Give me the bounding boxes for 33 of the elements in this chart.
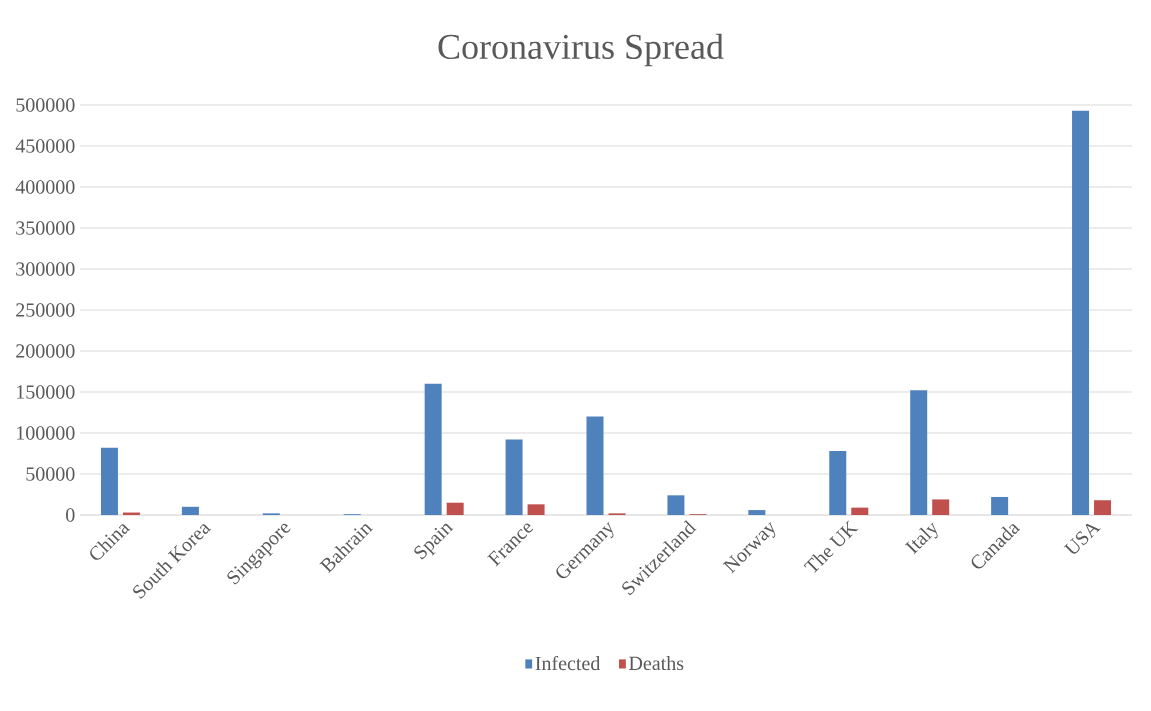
y-tick-label: 400000: [15, 180, 75, 194]
y-tick-label: 250000: [16, 303, 75, 317]
bar: [505, 439, 523, 515]
bar: [1094, 500, 1112, 515]
y-tick-label: 200000: [16, 344, 75, 358]
bar: [100, 447, 118, 515]
bar: [1072, 110, 1090, 515]
x-tick-label: USA: [1063, 523, 1101, 554]
bar: [527, 504, 545, 515]
bar: [910, 390, 928, 515]
legend-label: Deaths: [629, 656, 684, 671]
y-tick-label: 300000: [16, 262, 75, 276]
bar: [748, 510, 766, 515]
y-tick-label: 50000: [26, 467, 75, 481]
chart-title: Coronavirus Spread: [438, 33, 724, 67]
x-tick-label: The UK: [803, 520, 859, 573]
y-tick-label: 500000: [16, 98, 75, 112]
y-tick-label: 350000: [16, 221, 75, 235]
y-tick-label: 150000: [17, 385, 75, 399]
bar: [424, 383, 442, 515]
bar: [586, 416, 604, 515]
bar: [851, 507, 869, 515]
legend-label: Infected: [535, 655, 601, 671]
y-tick-label: 100000: [17, 426, 75, 440]
bar: [181, 506, 199, 515]
bar: [991, 496, 1009, 515]
x-tick-label: Italy: [904, 522, 938, 555]
y-tick-label: 0: [66, 508, 75, 522]
bar: [667, 495, 685, 515]
y-tick-label: 450000: [15, 139, 75, 153]
bar: [829, 451, 847, 515]
bar: [932, 499, 950, 515]
bar: [446, 502, 464, 515]
